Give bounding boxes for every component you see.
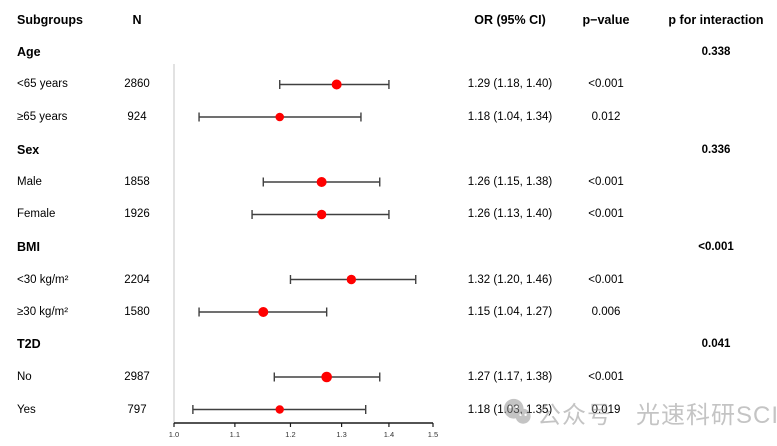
header-p-interaction: p for interaction xyxy=(668,13,764,27)
table-row: Sex 0.336 xyxy=(0,140,777,160)
svg-text:1.4: 1.4 xyxy=(384,430,394,439)
table-row: BMI <0.001 xyxy=(0,237,777,257)
n-value: 1858 xyxy=(124,176,150,188)
subgroup-label: <30 kg/m² xyxy=(17,274,69,286)
table-row: Yes 797 1.18 (1.03, 1.35) 0.019 xyxy=(0,400,777,420)
svg-text:1.0: 1.0 xyxy=(169,430,179,439)
svg-text:1.2: 1.2 xyxy=(285,430,295,439)
or-ci-value: 1.27 (1.17, 1.38) xyxy=(467,371,553,383)
p-value: 0.006 xyxy=(591,306,621,318)
n-value: 2204 xyxy=(124,274,150,286)
subgroup-label: ≥30 kg/m² xyxy=(17,306,69,318)
subgroup-label: ≥65 years xyxy=(17,111,68,123)
table-row: No 2987 1.27 (1.17, 1.38) <0.001 xyxy=(0,367,777,387)
subgroup-label: No xyxy=(17,371,32,383)
table-row: <65 years 2860 1.29 (1.18, 1.40) <0.001 xyxy=(0,74,777,94)
p-interaction-value: 0.336 xyxy=(701,144,731,156)
subgroup-label: T2D xyxy=(17,337,41,351)
p-interaction-value: 0.338 xyxy=(701,46,731,58)
subgroup-label: Male xyxy=(17,176,42,188)
header-n: N xyxy=(132,13,142,27)
n-value: 924 xyxy=(127,111,147,123)
table-row: <30 kg/m² 2204 1.32 (1.20, 1.46) <0.001 xyxy=(0,270,777,290)
subgroup-label: Sex xyxy=(17,143,40,157)
p-value: <0.001 xyxy=(588,176,624,188)
p-value: 0.019 xyxy=(591,404,621,416)
column-header-row: Subgroups N OR (95% CI) p−value p for in… xyxy=(0,10,777,30)
subgroup-label: Yes xyxy=(17,404,36,416)
table-row: T2D 0.041 xyxy=(0,334,777,354)
or-ci-value: 1.32 (1.20, 1.46) xyxy=(467,274,553,286)
n-value: 2987 xyxy=(124,371,150,383)
subgroup-label: BMI xyxy=(17,240,40,254)
p-value: <0.001 xyxy=(588,371,624,383)
table-row: ≥30 kg/m² 1580 1.15 (1.04, 1.27) 0.006 xyxy=(0,302,777,322)
svg-text:1.5: 1.5 xyxy=(428,430,438,439)
n-value: 1926 xyxy=(124,208,150,220)
svg-text:1.3: 1.3 xyxy=(336,430,346,439)
table-row: Age 0.338 xyxy=(0,42,777,62)
p-value: 0.012 xyxy=(591,111,621,123)
svg-text:1.1: 1.1 xyxy=(230,430,240,439)
or-ci-value: 1.29 (1.18, 1.40) xyxy=(467,78,553,90)
or-ci-value: 1.26 (1.15, 1.38) xyxy=(467,176,553,188)
p-interaction-value: <0.001 xyxy=(698,241,734,253)
subgroup-label: Female xyxy=(17,208,56,220)
p-value: <0.001 xyxy=(588,208,624,220)
or-ci-value: 1.26 (1.13, 1.40) xyxy=(467,208,553,220)
p-interaction-value: 0.041 xyxy=(701,338,731,350)
p-value: <0.001 xyxy=(588,274,624,286)
table-row: Female 1926 1.26 (1.13, 1.40) <0.001 xyxy=(0,204,777,224)
subgroup-label: Age xyxy=(17,45,41,59)
table-row: Male 1858 1.26 (1.15, 1.38) <0.001 xyxy=(0,172,777,192)
table-row: ≥65 years 924 1.18 (1.04, 1.34) 0.012 xyxy=(0,107,777,127)
subgroup-label: <65 years xyxy=(17,78,68,90)
or-ci-value: 1.18 (1.04, 1.34) xyxy=(467,111,553,123)
p-value: <0.001 xyxy=(588,78,624,90)
n-value: 2860 xyxy=(124,78,150,90)
header-p-value: p−value xyxy=(582,13,630,27)
header-subgroups: Subgroups xyxy=(17,13,83,27)
header-or-ci: OR (95% CI) xyxy=(474,13,546,27)
n-value: 797 xyxy=(127,404,147,416)
n-value: 1580 xyxy=(124,306,150,318)
or-ci-value: 1.15 (1.04, 1.27) xyxy=(467,306,553,318)
